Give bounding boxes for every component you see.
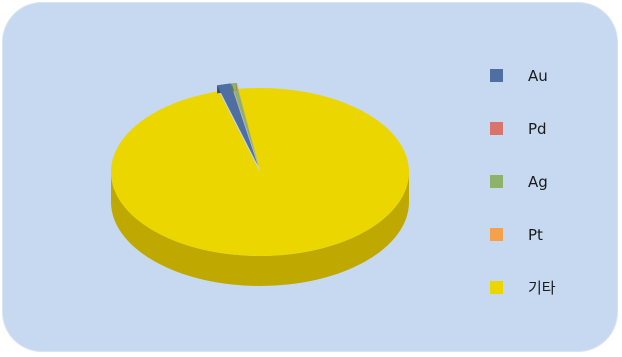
legend-label: 기타 xyxy=(528,279,556,297)
legend-swatch xyxy=(490,122,503,135)
pie-slice-top-Ag xyxy=(231,83,259,167)
legend-item-Au: Au xyxy=(490,66,600,86)
pie-slice-side-기타 xyxy=(111,172,409,286)
pie-slice-기타 xyxy=(110,88,409,257)
legend-swatch xyxy=(490,281,503,294)
pie-slice-top-Pd xyxy=(231,83,259,167)
legend-label: Ag xyxy=(528,173,548,191)
legend-swatch xyxy=(490,228,503,241)
legend-item-기타: 기타 xyxy=(490,278,600,298)
pie-side xyxy=(111,172,409,286)
legend-swatch xyxy=(490,69,503,82)
legend-item-Pd: Pd xyxy=(490,119,600,139)
legend-swatch xyxy=(490,175,503,188)
legend-label: Pt xyxy=(528,226,543,244)
legend-item-Pt: Pt xyxy=(490,225,600,245)
legend-label: Pd xyxy=(528,120,547,138)
legend-label: Au xyxy=(528,67,548,85)
pie-slice-Pt xyxy=(236,82,259,167)
pie-slice-top-Pt xyxy=(236,82,259,167)
pie-slice-Pd xyxy=(231,83,259,167)
pie-slice-top-Au xyxy=(217,83,259,167)
legend-item-Ag: Ag xyxy=(490,172,600,192)
pie-slice-Au xyxy=(217,83,259,167)
pie-slice-Ag xyxy=(231,83,259,167)
